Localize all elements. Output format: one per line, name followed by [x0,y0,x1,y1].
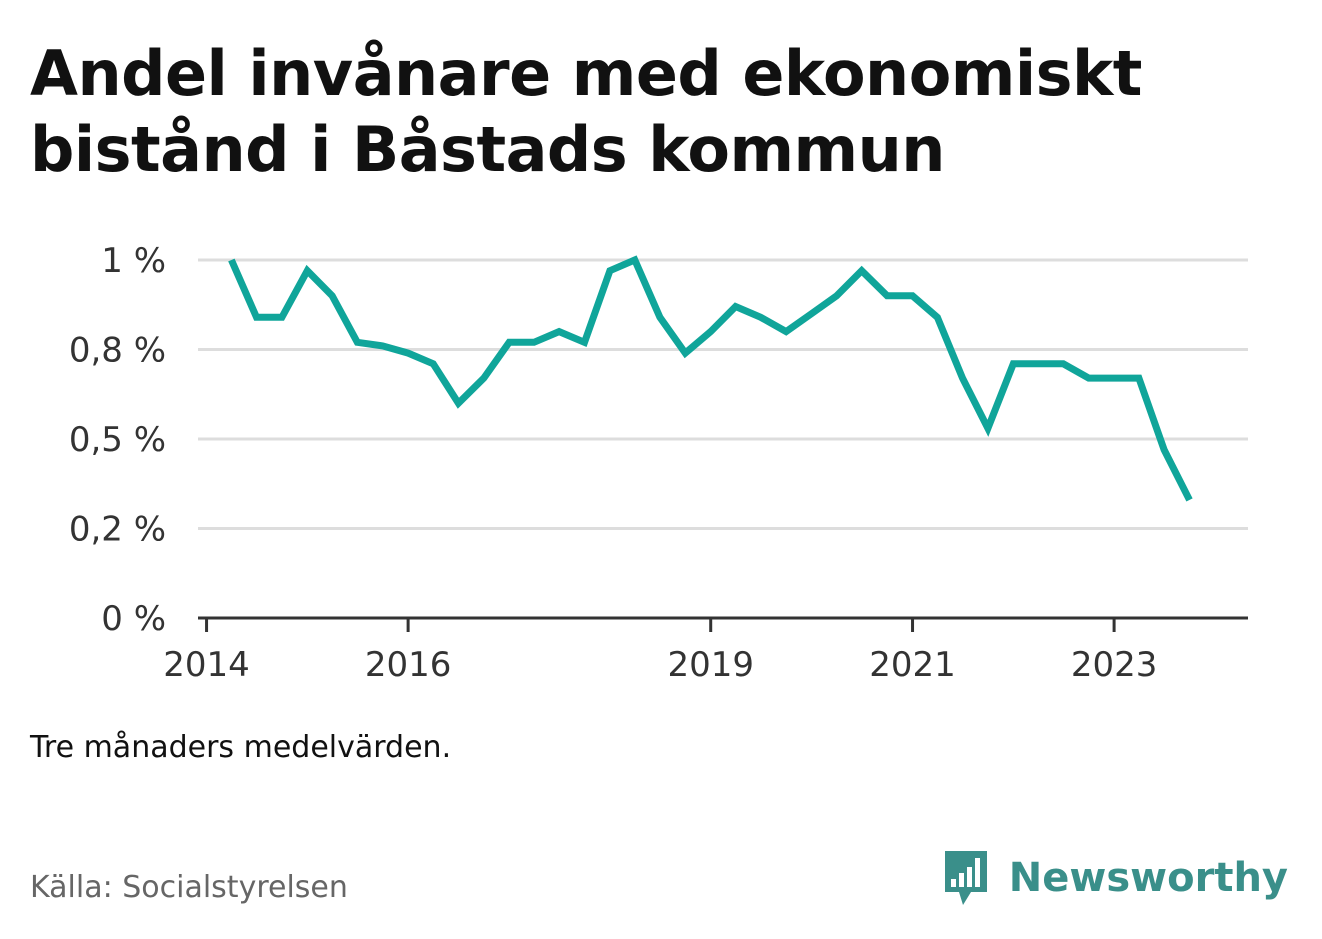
y-tick-label: 0,2 % [69,510,166,550]
brand-name: Newsworthy [1008,855,1288,901]
chart-title: Andel invånare med ekonomiskt bistånd i … [30,37,1142,186]
data-point [909,292,916,299]
newsworthy-logo-icon [944,851,987,905]
data-point [228,257,235,264]
data-point [656,314,663,321]
data-point [934,314,941,321]
x-tick-label: 2023 [1071,645,1158,685]
y-tick-label: 0 % [101,599,166,639]
data-point [1186,496,1193,503]
data-points [228,257,1193,504]
data-point [1161,446,1168,453]
x-axis-ticks: 2014 2016 2019 2021 2023 [163,618,1157,685]
data-point [304,267,311,274]
data-point [732,303,739,310]
data-point [707,328,714,335]
x-tick-label: 2019 [667,645,754,685]
data-point [959,375,966,382]
data-point [581,339,588,346]
data-point [556,328,563,335]
data-point [455,400,462,407]
y-tick-label: 1 % [101,241,166,281]
x-tick-label: 2016 [365,645,452,685]
data-point [757,314,764,321]
y-axis-ticks: 0 % 0,2 % 0,5 % 0,8 % 1 % [69,241,166,639]
data-point [480,375,487,382]
source-credit: Källa: Socialstyrelsen [30,870,348,905]
data-point [606,267,613,274]
chart-note: Tre månaders medelvärden. [30,730,452,765]
data-point [808,310,815,317]
data-point [1111,375,1118,382]
grid-lines [198,258,1248,530]
data-point [354,339,361,346]
x-tick-label: 2014 [163,645,250,685]
data-point [405,350,412,357]
brand-logo[interactable]: Newsworthy [941,848,1288,908]
data-point [858,267,865,274]
data-point [833,292,840,299]
data-point [329,292,336,299]
data-point [506,339,513,346]
data-point [1085,375,1092,382]
data-point [531,339,538,346]
data-point [1035,360,1042,367]
data-point [430,360,437,367]
data-point [1010,360,1017,367]
data-point [379,342,386,349]
data-point [984,425,991,432]
y-tick-label: 0,8 % [69,331,166,371]
y-tick-label: 0,5 % [69,420,166,460]
data-point [1135,375,1142,382]
series-line [228,255,1193,502]
data-point [253,314,260,321]
data-point [682,350,689,357]
data-point [631,257,638,264]
data-point [1060,360,1067,367]
x-tick-label: 2021 [869,645,956,685]
data-point [278,314,285,321]
data-point [884,292,891,299]
data-point [783,328,790,335]
